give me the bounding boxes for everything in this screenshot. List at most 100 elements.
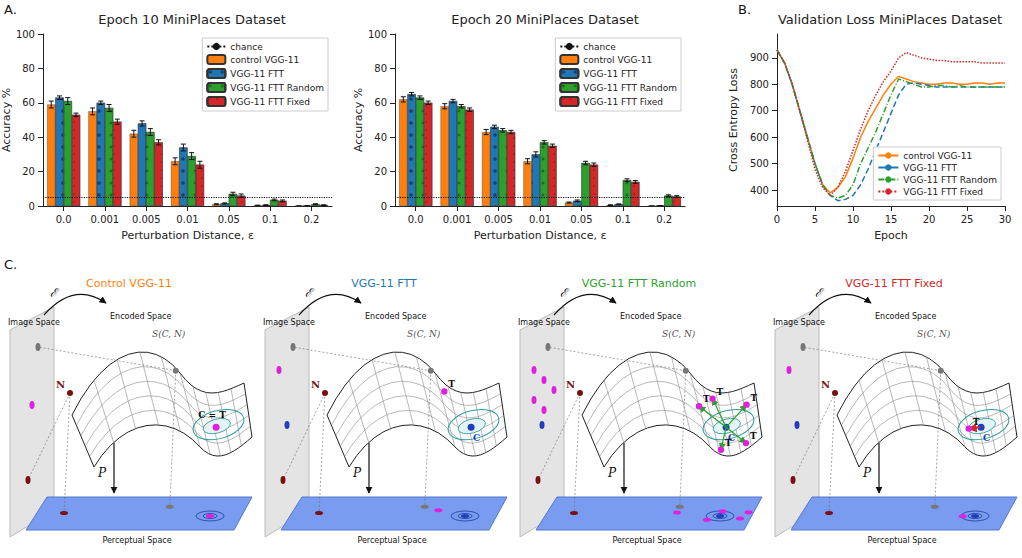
svg-text:60: 60 <box>374 97 387 108</box>
svg-text:T: T <box>448 379 455 389</box>
svg-text:Perceptual Space: Perceptual Space <box>102 536 171 545</box>
svg-text:0.01: 0.01 <box>529 214 551 225</box>
svg-text:Image Space: Image Space <box>263 318 315 327</box>
svg-text:0.05: 0.05 <box>570 214 592 225</box>
svg-text:Perceptual Space: Perceptual Space <box>612 536 681 545</box>
svg-text:600: 600 <box>750 132 769 143</box>
svg-text:P: P <box>862 466 872 480</box>
svg-text:0: 0 <box>381 201 387 212</box>
svg-text:0.0: 0.0 <box>56 214 72 225</box>
svg-text:control VGG-11: control VGG-11 <box>230 55 299 65</box>
svg-text:Epoch 20 MiniPlaces Dataset: Epoch 20 MiniPlaces Dataset <box>451 12 639 27</box>
svg-text:T: T <box>751 393 758 403</box>
svg-text:0.0: 0.0 <box>408 214 424 225</box>
svg-text:Image Space: Image Space <box>518 318 570 327</box>
svg-text:chance: chance <box>230 42 263 52</box>
svg-text:100: 100 <box>368 29 387 40</box>
svg-text:Accuracy %: Accuracy % <box>352 88 365 152</box>
svg-text:S(C, N): S(C, N) <box>917 329 951 339</box>
svg-text:Epoch 10 MiniPlaces Dataset: Epoch 10 MiniPlaces Dataset <box>98 12 286 27</box>
svg-text:Encoded Space: Encoded Space <box>620 312 681 321</box>
svg-text:0.05: 0.05 <box>218 214 240 225</box>
svg-text:80: 80 <box>374 63 387 74</box>
svg-text:S(C, N): S(C, N) <box>662 329 696 339</box>
svg-text:ℰ: ℰ <box>560 286 570 300</box>
svg-text:0.2: 0.2 <box>656 214 672 225</box>
svg-text:Encoded Space: Encoded Space <box>110 312 171 321</box>
svg-text:T: T <box>725 438 732 448</box>
svg-text:P: P <box>607 466 617 480</box>
svg-text:80: 80 <box>22 63 35 74</box>
svg-text:Perceptual Space: Perceptual Space <box>357 536 426 545</box>
svg-text:VGG-11 FTT Random: VGG-11 FTT Random <box>583 83 677 93</box>
svg-text:40: 40 <box>22 132 35 143</box>
svg-text:VGG-11 FTT Random: VGG-11 FTT Random <box>903 175 997 185</box>
svg-text:700: 700 <box>750 105 769 116</box>
svg-text:15: 15 <box>885 214 898 225</box>
svg-text:N: N <box>311 379 320 390</box>
svg-text:VGG-11 FTT Random: VGG-11 FTT Random <box>582 277 696 290</box>
svg-text:C: C <box>473 433 480 443</box>
svg-text:C: C <box>983 433 990 443</box>
svg-text:VGG-11 FTT: VGG-11 FTT <box>583 69 637 79</box>
svg-text:20: 20 <box>923 214 936 225</box>
svg-text:25: 25 <box>961 214 974 225</box>
svg-text:Perceptual Space: Perceptual Space <box>867 536 936 545</box>
svg-text:ℰ: ℰ <box>50 286 60 300</box>
svg-text:500: 500 <box>750 158 769 169</box>
svg-text:N: N <box>56 379 65 390</box>
svg-text:P: P <box>352 466 362 480</box>
svg-text:T: T <box>717 387 724 397</box>
svg-text:N: N <box>566 379 575 390</box>
svg-text:N: N <box>821 379 830 390</box>
svg-text:Image Space: Image Space <box>8 318 60 327</box>
svg-text:ℰ: ℰ <box>815 286 825 300</box>
svg-text:T: T <box>703 394 710 404</box>
svg-text:S(C, N): S(C, N) <box>407 329 441 339</box>
svg-text:10: 10 <box>847 214 860 225</box>
svg-text:60: 60 <box>22 97 35 108</box>
svg-text:VGG-11 FTT: VGG-11 FTT <box>903 163 957 173</box>
svg-text:0.005: 0.005 <box>484 214 513 225</box>
svg-text:ℰ: ℰ <box>305 286 315 300</box>
svg-text:VGG-11 FTT: VGG-11 FTT <box>230 69 284 79</box>
svg-text:0.1: 0.1 <box>615 214 631 225</box>
svg-text:400: 400 <box>750 185 769 196</box>
svg-text:900: 900 <box>750 52 769 63</box>
svg-text:0.001: 0.001 <box>443 214 472 225</box>
svg-text:20: 20 <box>374 166 387 177</box>
svg-text:0: 0 <box>774 214 780 225</box>
svg-text:0: 0 <box>29 201 35 212</box>
svg-text:30: 30 <box>999 214 1012 225</box>
svg-text:5: 5 <box>812 214 818 225</box>
svg-text:0.005: 0.005 <box>132 214 161 225</box>
svg-text:20: 20 <box>22 166 35 177</box>
svg-text:40: 40 <box>374 132 387 143</box>
svg-text:VGG-11 FTT Fixed: VGG-11 FTT Fixed <box>845 277 942 290</box>
svg-text:control VGG-11: control VGG-11 <box>583 55 652 65</box>
svg-text:Control VGG-11: Control VGG-11 <box>86 277 172 290</box>
svg-text:0.01: 0.01 <box>176 214 198 225</box>
svg-text:VGG-11 FTT: VGG-11 FTT <box>351 277 417 290</box>
svg-text:C = T: C = T <box>198 410 226 420</box>
svg-text:800: 800 <box>750 79 769 90</box>
svg-text:0.2: 0.2 <box>303 214 319 225</box>
svg-text:VGG-11 FTT Random: VGG-11 FTT Random <box>230 83 324 93</box>
svg-text:VGG-11 FTT Fixed: VGG-11 FTT Fixed <box>230 97 310 107</box>
svg-text:Image Space: Image Space <box>773 318 825 327</box>
svg-text:100: 100 <box>16 29 35 40</box>
svg-text:VGG-11 FTT Fixed: VGG-11 FTT Fixed <box>583 97 663 107</box>
svg-text:Epoch: Epoch <box>874 229 908 242</box>
svg-text:Perturbation Distance, ε: Perturbation Distance, ε <box>121 229 254 242</box>
svg-text:Encoded Space: Encoded Space <box>365 312 426 321</box>
svg-text:0.001: 0.001 <box>91 214 120 225</box>
svg-text:VGG-11 FTT Fixed: VGG-11 FTT Fixed <box>903 187 983 197</box>
svg-text:Cross Entropy Loss: Cross Entropy Loss <box>727 68 740 172</box>
svg-text:0.1: 0.1 <box>262 214 278 225</box>
svg-text:Perturbation Distance, ε: Perturbation Distance, ε <box>474 229 607 242</box>
svg-text:chance: chance <box>583 42 616 52</box>
svg-text:Validation Loss MiniPlaces Dat: Validation Loss MiniPlaces Dataset <box>778 12 1002 27</box>
svg-text:P: P <box>97 466 107 480</box>
svg-text:control VGG-11: control VGG-11 <box>903 151 972 161</box>
svg-text:T: T <box>973 417 980 427</box>
